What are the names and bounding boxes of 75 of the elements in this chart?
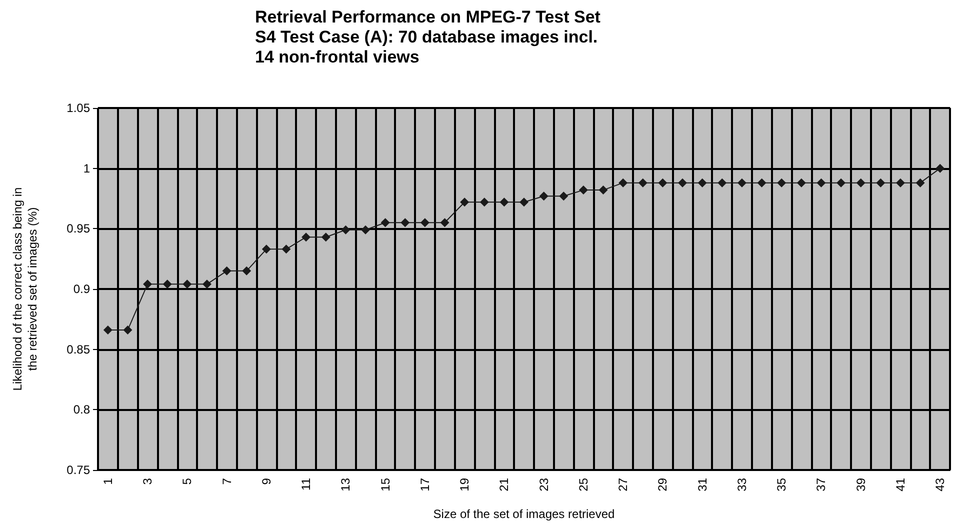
point bbox=[896, 178, 905, 188]
point bbox=[539, 192, 548, 201]
y-tick-label: 0.75 bbox=[66, 463, 90, 477]
point bbox=[658, 178, 668, 188]
point bbox=[678, 178, 688, 188]
x-tick-label: 17 bbox=[418, 478, 432, 492]
point bbox=[202, 280, 212, 289]
y-tick-label: 1.05 bbox=[66, 101, 90, 115]
x-tick-label: 41 bbox=[893, 478, 908, 492]
x-tick-label: 27 bbox=[616, 478, 630, 492]
point bbox=[500, 198, 509, 207]
point bbox=[836, 178, 846, 188]
point bbox=[321, 232, 330, 242]
y-tick-label: 0.8 bbox=[73, 402, 90, 417]
x-tick-label: 13 bbox=[338, 478, 353, 492]
point bbox=[520, 198, 528, 207]
point bbox=[420, 218, 430, 228]
x-tick-label: 37 bbox=[814, 478, 828, 492]
point bbox=[856, 178, 866, 188]
point bbox=[182, 280, 192, 289]
x-tick-label: 7 bbox=[220, 478, 234, 485]
point bbox=[638, 178, 648, 188]
point bbox=[143, 280, 152, 289]
point bbox=[559, 192, 568, 201]
x-tick-label: 19 bbox=[458, 478, 472, 492]
x-tick-label: 31 bbox=[695, 478, 710, 492]
point bbox=[578, 186, 588, 195]
x-tick-label: 15 bbox=[378, 478, 392, 492]
point bbox=[282, 244, 291, 254]
x-tick-label: 39 bbox=[854, 478, 868, 492]
x-tick-label: 35 bbox=[774, 478, 789, 492]
point bbox=[737, 178, 746, 188]
point bbox=[698, 178, 707, 188]
point bbox=[360, 225, 370, 234]
point bbox=[262, 244, 271, 254]
point bbox=[796, 178, 806, 188]
y-tick-label: 0.85 bbox=[66, 342, 90, 356]
chart-title: Retrieval Performance on MPEG-7 Test Set S4 Test Case (A): 70 database images incl. 14 non-frontal views bbox=[255, 8, 601, 66]
point bbox=[876, 178, 886, 188]
point bbox=[380, 218, 390, 228]
point bbox=[718, 178, 727, 188]
y-tick-label: 0.95 bbox=[66, 222, 90, 236]
point bbox=[242, 266, 252, 276]
y-tick-label: 1 bbox=[83, 161, 90, 176]
x-tick-label: 11 bbox=[299, 478, 314, 490]
point bbox=[400, 218, 410, 228]
point bbox=[916, 178, 925, 188]
x-tick-label: 21 bbox=[497, 478, 512, 492]
point bbox=[777, 178, 786, 188]
point bbox=[222, 266, 232, 276]
point bbox=[618, 178, 628, 188]
point bbox=[440, 218, 450, 228]
point bbox=[598, 186, 608, 195]
x-tick-label: 3 bbox=[140, 478, 155, 485]
x-tick-label: 5 bbox=[180, 478, 194, 485]
point bbox=[460, 198, 470, 207]
x-tick-label: 23 bbox=[536, 478, 551, 492]
point bbox=[480, 198, 489, 207]
x-axis-title: Size of the set of images retrieved bbox=[433, 507, 615, 521]
point bbox=[162, 280, 172, 289]
point bbox=[757, 178, 766, 188]
x-tick-label: 43 bbox=[933, 478, 948, 492]
y-tick-label: 0.9 bbox=[73, 282, 90, 296]
x-tick-label: 1 bbox=[100, 478, 115, 485]
point bbox=[341, 225, 350, 234]
x-tick-label: 33 bbox=[734, 478, 749, 492]
x-tick-label: 29 bbox=[656, 478, 670, 492]
y-axis-title: Likelihood of the correct class being in the retrieved set of images (%) bbox=[10, 187, 40, 391]
point bbox=[936, 164, 945, 173]
x-tick-label: 25 bbox=[576, 478, 590, 492]
x-tick-label: 9 bbox=[259, 478, 274, 485]
point bbox=[103, 326, 112, 335]
point bbox=[302, 232, 311, 242]
point bbox=[816, 178, 826, 188]
point bbox=[123, 326, 132, 335]
